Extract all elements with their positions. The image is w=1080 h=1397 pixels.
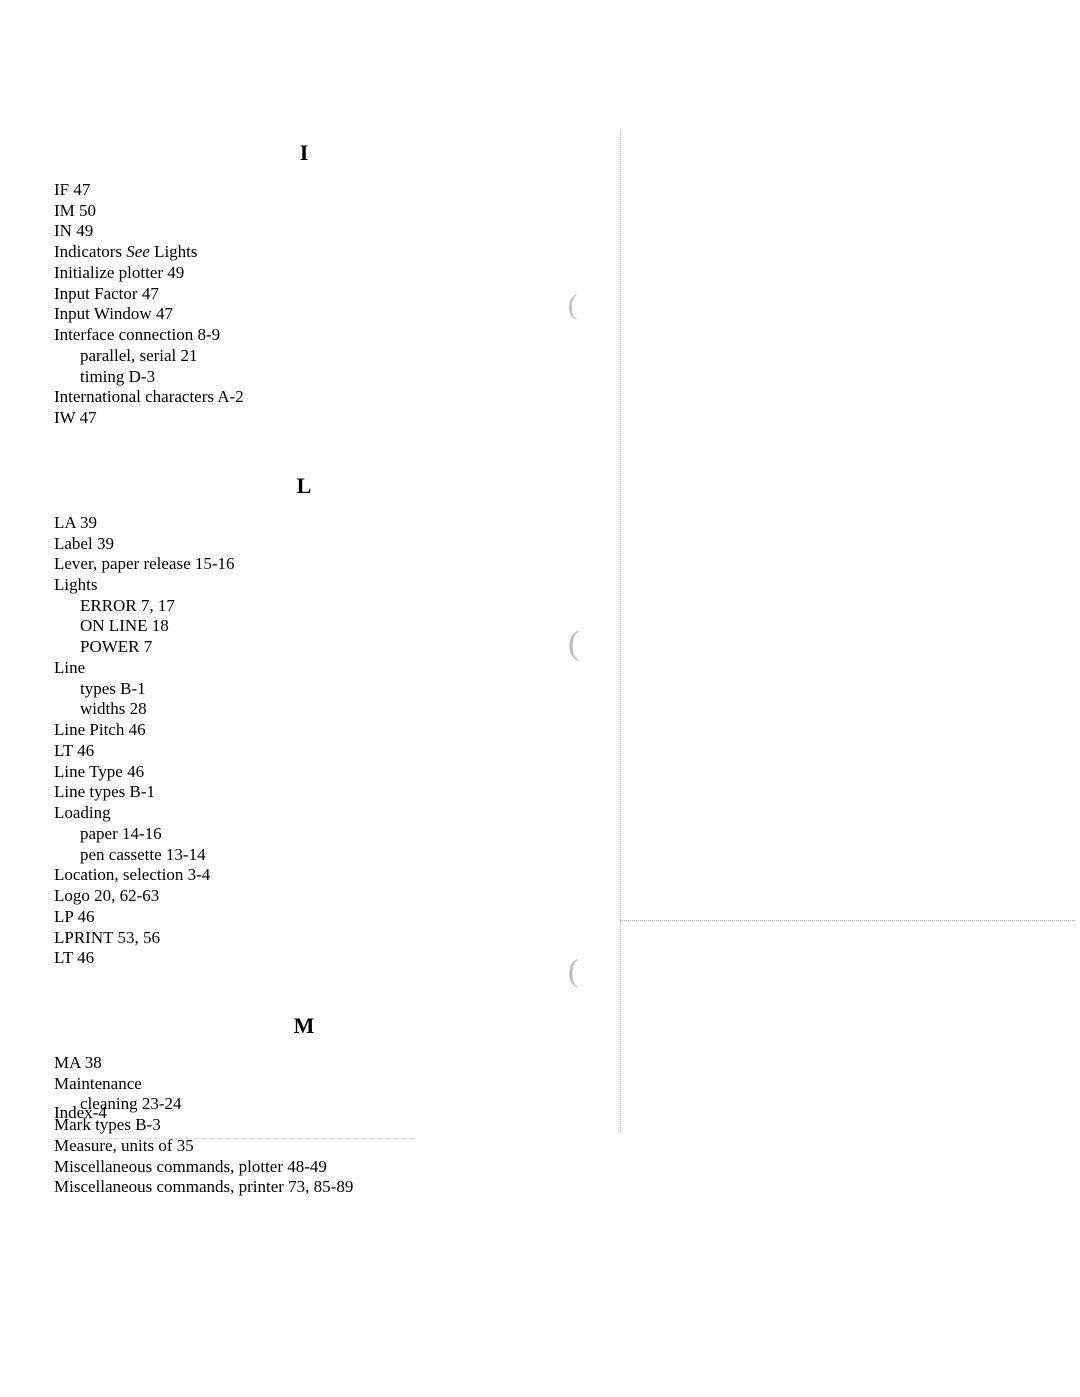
scan-artifact-mark: ( xyxy=(568,625,579,663)
index-entry: Line Type 46 xyxy=(54,762,594,783)
index-subentry: widths 28 xyxy=(54,699,594,720)
index-entry-text: Indicators xyxy=(54,242,126,261)
index-section-l: L LA 39 Label 39 Lever, paper release 15… xyxy=(54,473,594,969)
index-entry: LT 46 xyxy=(54,741,594,762)
index-entry: Line Pitch 46 xyxy=(54,720,594,741)
index-subentry: timing D-3 xyxy=(54,367,594,388)
index-entry: Mark types B-3 xyxy=(54,1115,594,1136)
index-entry: IM 50 xyxy=(54,201,594,222)
index-subentry: types B-1 xyxy=(54,679,594,700)
index-entry: Miscellaneous commands, plotter 48-49 xyxy=(54,1157,594,1178)
index-subentry: POWER 7 xyxy=(54,637,594,658)
scan-fold-line-vertical xyxy=(620,132,621,1132)
index-entry: Loading xyxy=(54,803,594,824)
index-entry: Miscellaneous commands, printer 73, 85-8… xyxy=(54,1177,594,1198)
index-entry: Indicators See Lights xyxy=(54,242,594,263)
index-subentry: ON LINE 18 xyxy=(54,616,594,637)
index-subentry: paper 14-16 xyxy=(54,824,594,845)
index-entry: Location, selection 3-4 xyxy=(54,865,594,886)
scan-fold-line-horizontal xyxy=(620,920,1075,921)
index-entry: International characters A-2 xyxy=(54,387,594,408)
index-entry: LA 39 xyxy=(54,513,594,534)
index-entry: Lever, paper release 15-16 xyxy=(54,554,594,575)
index-entry: LPRINT 53, 56 xyxy=(54,928,594,949)
index-entry: LT 46 xyxy=(54,948,594,969)
index-entry: IN 49 xyxy=(54,221,594,242)
index-subentry: pen cassette 13-14 xyxy=(54,845,594,866)
scan-artifact-mark: ( xyxy=(568,290,577,322)
index-entry: Maintenance xyxy=(54,1074,594,1095)
scan-artifact-dots xyxy=(54,1138,414,1139)
index-entry-text: Lights xyxy=(150,242,198,261)
index-subentry: ERROR 7, 17 xyxy=(54,596,594,617)
scan-artifact-mark: ( xyxy=(568,952,579,989)
index-entry: IW 47 xyxy=(54,408,594,429)
index-entry: LP 46 xyxy=(54,907,594,928)
index-entry: Line xyxy=(54,658,594,679)
index-entry: Input Factor 47 xyxy=(54,284,594,305)
index-entry: Measure, units of 35 xyxy=(54,1136,594,1157)
index-entry: Label 39 xyxy=(54,534,594,555)
index-section-i: I IF 47 IM 50 IN 49 Indicators See Light… xyxy=(54,140,594,429)
index-page-content: I IF 47 IM 50 IN 49 Indicators See Light… xyxy=(54,140,594,1242)
index-subentry: parallel, serial 21 xyxy=(54,346,594,367)
index-entry: Input Window 47 xyxy=(54,304,594,325)
index-entry: IF 47 xyxy=(54,180,594,201)
index-entry: Line types B-1 xyxy=(54,782,594,803)
index-entry: Lights xyxy=(54,575,594,596)
index-entry: MA 38 xyxy=(54,1053,594,1074)
index-entry: Logo 20, 62-63 xyxy=(54,886,594,907)
section-heading-l: L xyxy=(54,473,554,499)
section-heading-i: I xyxy=(54,140,554,166)
section-heading-m: M xyxy=(54,1013,554,1039)
index-entry: Initialize plotter 49 xyxy=(54,263,594,284)
index-subentry: cleaning 23-24 xyxy=(54,1094,594,1115)
index-entry: Interface connection 8-9 xyxy=(54,325,594,346)
index-section-m: M MA 38 Maintenance cleaning 23-24 Mark … xyxy=(54,1013,594,1198)
index-see-ref: See xyxy=(126,242,150,261)
page-footer: Index-4 xyxy=(54,1103,107,1123)
